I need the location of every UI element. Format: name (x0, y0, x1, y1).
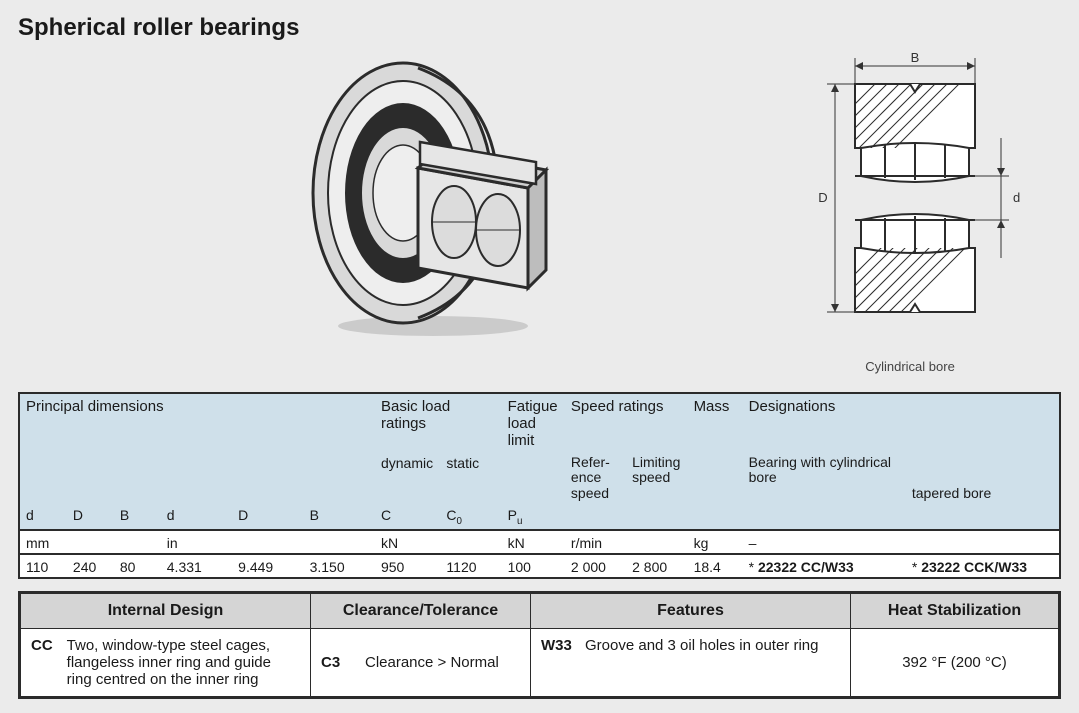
val-D-mm: 240 (67, 554, 114, 577)
svg-text:B: B (911, 50, 920, 65)
svg-text:d: d (1013, 190, 1020, 205)
unit-mm: mm (20, 530, 161, 554)
illustration-row: B (18, 48, 1061, 374)
hdr-ref-speed: Refer-ence speed (565, 451, 626, 503)
val-D-in: 9.449 (232, 554, 303, 577)
val-Pu: 100 (502, 554, 565, 577)
unit-kg: kg (688, 530, 743, 554)
val-lim-speed: 2 800 (626, 554, 687, 577)
sym-B-in: B (304, 503, 375, 530)
sym-d: d (20, 503, 67, 530)
val-desig2: * 23222 CCK/W33 (906, 554, 1059, 577)
val-d-mm: 110 (20, 554, 67, 577)
hdr-basic-load: Basic load ratings (375, 394, 502, 451)
feat-clearance: C3 Clearance > Normal (311, 628, 531, 696)
sym-C: C (375, 503, 440, 530)
feat-features: W33 Groove and 3 oil holes in outer ring (531, 628, 851, 696)
hdr-desig-tap: tapered bore (906, 451, 1059, 503)
feat-hdr-heat: Heat Stabilization (851, 593, 1059, 628)
hdr-dynamic: dynamic (375, 451, 440, 503)
feat-hdr-clearance: Clearance/Tolerance (311, 593, 531, 628)
hdr-lim-speed: Limiting speed (626, 451, 687, 503)
unit-in: in (161, 530, 375, 554)
feat-heat: 392 °F (200 °C) (851, 628, 1059, 696)
table-row: 110 240 80 4.331 9.449 3.150 950 1120 10… (20, 554, 1059, 577)
specification-table: Principal dimensions Basic load ratings … (18, 392, 1061, 579)
hdr-fatigue: Fatigue load limit (502, 394, 565, 451)
cross-section-diagram: B (765, 48, 1061, 374)
sym-B: B (114, 503, 161, 530)
hdr-static: static (440, 451, 501, 503)
val-C: 950 (375, 554, 440, 577)
hdr-desig-cyl: Bearing with cylindrical bore (743, 451, 906, 503)
svg-text:D: D (818, 190, 827, 205)
hdr-principal: Principal dimensions (20, 394, 375, 451)
unit-rmin: r/min (565, 530, 688, 554)
bearing-3d-illustration (298, 48, 558, 343)
sym-D-in: D (232, 503, 303, 530)
diagram-caption: Cylindrical bore (765, 359, 1055, 374)
val-ref-speed: 2 000 (565, 554, 626, 577)
unit-kN-1: kN (375, 530, 502, 554)
hdr-mass: Mass (688, 394, 743, 451)
sym-Pu: Pu (502, 503, 565, 530)
sym-C0: C0 (440, 503, 501, 530)
val-B-mm: 80 (114, 554, 161, 577)
features-table: Internal Design Clearance/Tolerance Feat… (18, 591, 1061, 699)
hdr-designations: Designations (743, 394, 1059, 451)
val-d-in: 4.331 (161, 554, 232, 577)
feat-hdr-features: Features (531, 593, 851, 628)
val-B-in: 3.150 (304, 554, 375, 577)
feat-hdr-internal: Internal Design (21, 593, 311, 628)
sym-d-in: d (161, 503, 232, 530)
sym-D: D (67, 503, 114, 530)
unit-dash: – (743, 530, 1059, 554)
val-desig1: * 22322 CC/W33 (743, 554, 906, 577)
val-mass: 18.4 (688, 554, 743, 577)
unit-kN-2: kN (502, 530, 565, 554)
val-C0: 1120 (440, 554, 501, 577)
hdr-speed: Speed ratings (565, 394, 688, 451)
feat-internal: CC Two, window-type steel cages, flangel… (21, 628, 311, 696)
page-title: Spherical roller bearings (18, 14, 1061, 42)
